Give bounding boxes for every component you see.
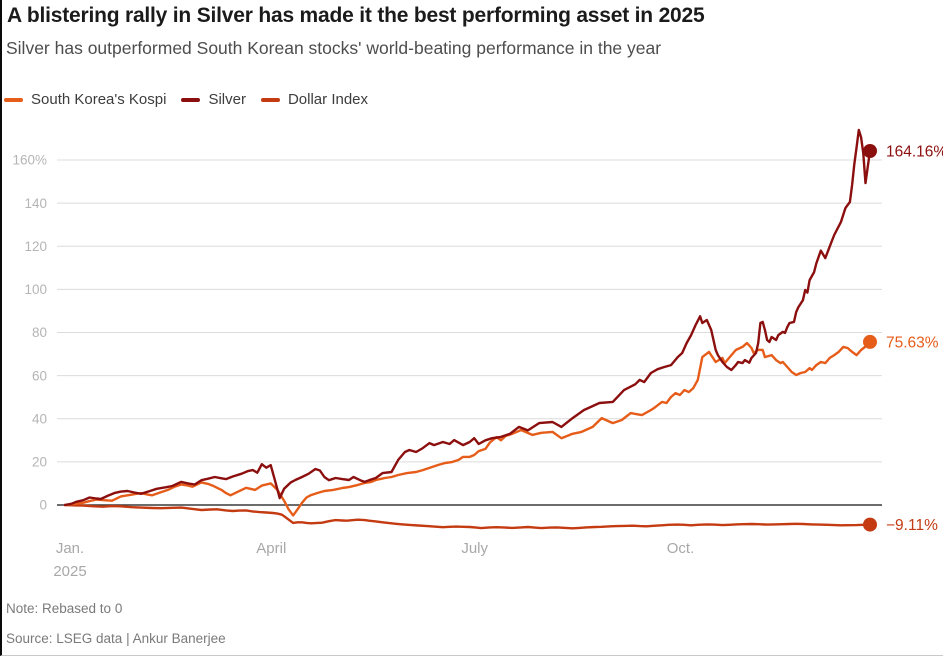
y-tick-label: 120 [24,239,47,254]
legend: South Korea's Kospi Silver Dollar Index [4,91,368,108]
silver-line-swatch-icon [181,97,201,102]
chart-source: Source: LSEG data | Ankur Banerjee [6,631,226,646]
series-line-south-korea-s-kospi [63,340,872,517]
legend-item-kospi: South Korea's Kospi [4,91,166,108]
page-title: A blistering rally in Silver has made it… [7,4,705,27]
y-tick-label: 40 [32,411,47,426]
x-tick-sublabel: 2025 [53,563,86,580]
end-label-dollar-index: −9.11% [886,517,938,534]
legend-label-kospi: South Korea's Kospi [31,91,167,108]
y-tick-label: 100 [24,282,47,297]
y-tick-label: 160% [12,153,47,168]
kospi-line-swatch-icon [4,97,23,102]
end-dot-silver [863,144,877,158]
x-tick-label: Jan. [56,540,84,557]
y-tick-label: 20 [32,455,47,470]
end-dot-dollar-index [863,517,877,532]
x-tick-label: April [256,540,286,557]
legend-label-silver: Silver [208,91,246,108]
series-line-silver [63,128,872,507]
legend-item-dollar-index: Dollar Index [260,91,369,108]
legend-item-silver: Silver [181,91,246,108]
y-tick-label: 140 [24,196,47,211]
y-tick-label: 60 [32,368,47,383]
end-label-silver: 164.16% [886,144,943,161]
page-subtitle: Silver has outperformed South Korean sto… [6,38,662,58]
y-tick-label: 0 [39,498,47,513]
end-label-south-korea-s-kospi: 75.63% [886,334,939,351]
series-line-dollar-index [63,503,872,530]
line-chart: 160% 140 120 100 80 60 40 20 0 Jan. 2025 April July O… [12,128,943,580]
y-tick-label: 80 [32,325,47,340]
x-tick-label: Oct. [667,540,695,557]
x-tick-label: July [461,540,488,557]
dollar-index-line-swatch-icon [260,97,280,102]
chart-note: Note: Rebased to 0 [6,601,123,616]
end-dot-south-korea-s-kospi [863,334,877,349]
legend-label-dollar-index: Dollar Index [287,91,369,108]
